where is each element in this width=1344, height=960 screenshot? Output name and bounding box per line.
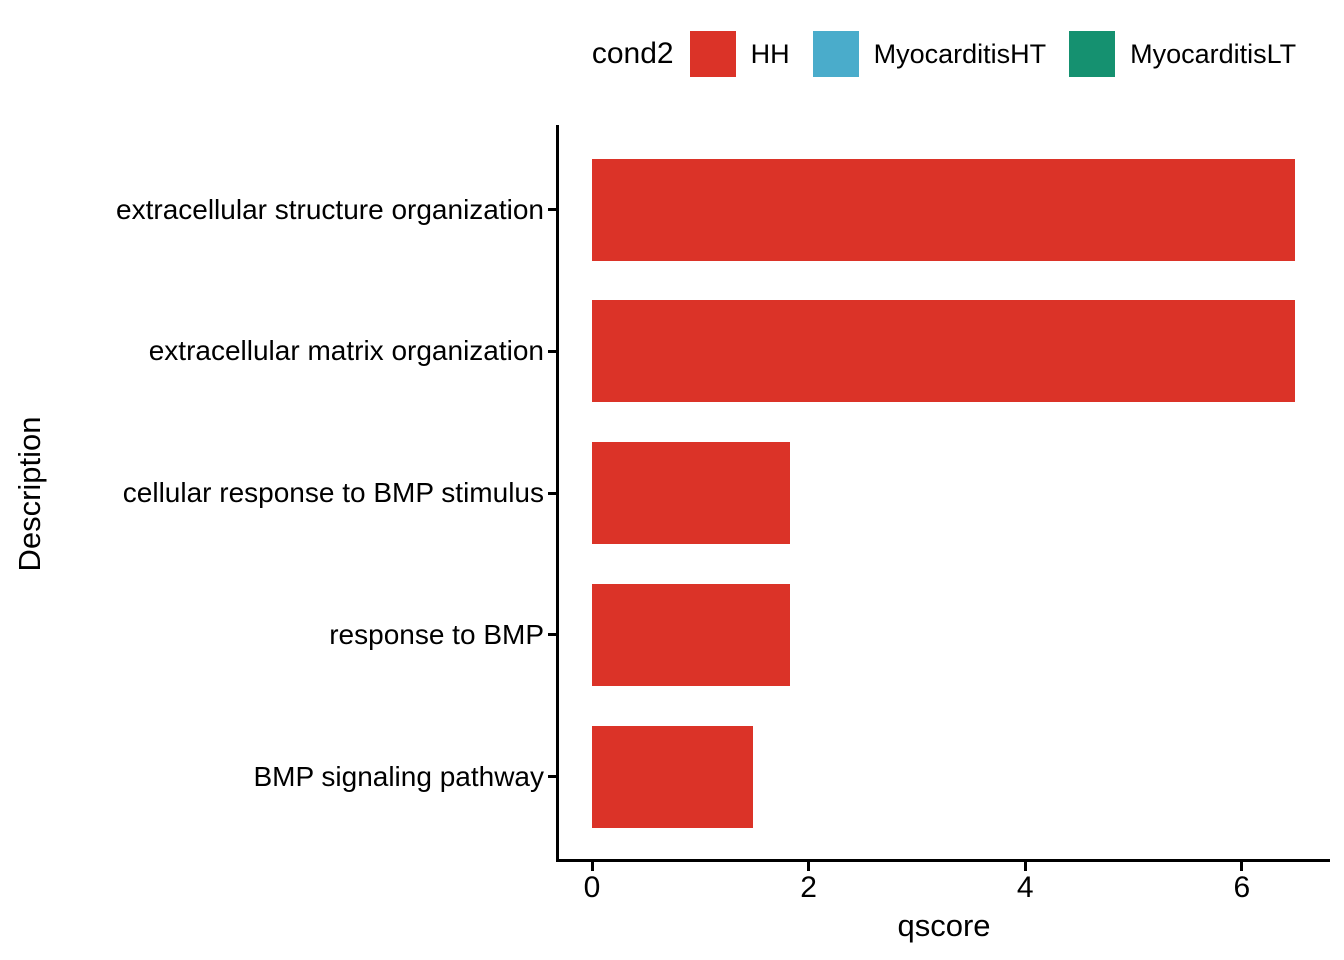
y-category-label-extracellular-structure-organization: extracellular structure organization [116,193,544,225]
legend-item-hh: HH [689,31,790,77]
y-axis-tick-extracellular-structure-organization [548,208,557,211]
bar-extracellular-matrix-organization [592,300,1295,403]
y-axis-tick-extracellular-matrix-organization [548,349,557,353]
legend-label: MyocarditisHT [873,38,1047,69]
y-category-label-extracellular-matrix-organization: extracellular matrix organization [148,335,544,367]
x-axis-tick-label-4: 4 [1016,871,1034,904]
x-axis-tick-6 [1240,862,1244,871]
y-axis-tick-bmp-signaling-pathway [548,775,557,778]
x-axis-tick-label-2: 2 [800,871,817,904]
bar-extracellular-structure-organization [592,158,1295,261]
x-axis-title: qscore [897,908,991,943]
x-axis-tick-2 [807,862,811,871]
legend-items: HH MyocarditisHT MyocarditisLT [689,31,1296,77]
legend: cond2 HH MyocarditisHT MyocarditisLT [558,28,1330,80]
y-axis-tick-response-to-bmp [548,633,557,637]
legend-item-myocarditisht: MyocarditisHT [812,31,1047,77]
x-axis-tick-label-6: 6 [1233,871,1251,904]
legend-key-swatch-myocarditislt [1069,31,1116,77]
x-axis-tick-4 [1023,862,1027,871]
bar-response-to-bmp [592,583,791,686]
plot-panel [556,125,1330,862]
legend-item-myocarditislt: MyocarditisLT [1069,31,1296,77]
legend-label: HH [750,38,790,69]
y-category-label-response-to-bmp: response to BMP [329,618,544,650]
legend-key-swatch-hh [689,31,736,77]
y-category-label-bmp-signaling-pathway: BMP signaling pathway [253,760,544,792]
bar-bmp-signaling-pathway [592,725,754,828]
y-axis-tick-cellular-response-to-bmp-stimulus [548,491,557,495]
x-axis-tick-label-0: 0 [583,871,601,904]
legend-key-swatch-myocarditisht [812,31,859,77]
legend-label: MyocarditisLT [1130,38,1297,69]
legend-title: cond2 [591,37,674,70]
y-axis-title: Description [12,416,47,572]
y-category-label-cellular-response-to-bmp-stimulus: cellular response to BMP stimulus [122,477,544,508]
x-axis-tick-0 [590,862,594,871]
bar-cellular-response-to-bmp-stimulus [592,442,791,544]
